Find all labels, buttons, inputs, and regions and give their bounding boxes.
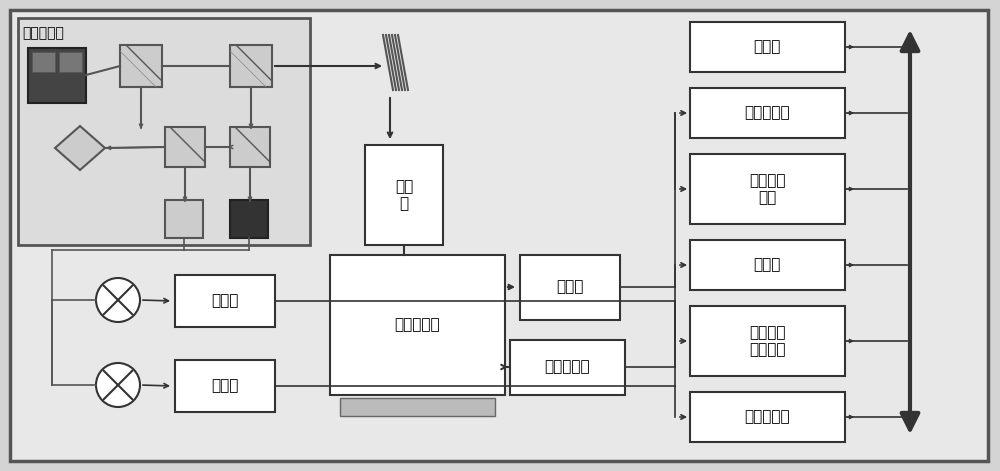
Circle shape [96,363,140,407]
Text: 功率放大器: 功率放大器 [544,359,590,374]
Bar [175,360,275,412]
Text: 放大器: 放大器 [556,279,584,294]
Bar [510,340,625,395]
Text: 质量
块: 质量 块 [395,179,413,211]
Bar [520,255,620,320]
Text: 激光干涉仪: 激光干涉仪 [22,26,64,40]
Bar [165,200,203,238]
Text: 高速数据
采集系统: 高速数据 采集系统 [749,325,785,357]
Bar [330,255,505,395]
Text: 信号发生器: 信号发生器 [744,409,790,424]
Bar [230,45,272,87]
Bar [365,145,443,245]
Bar [32,52,55,72]
Bar [690,306,845,376]
Text: 滤波器: 滤波器 [211,293,239,309]
Bar [59,52,82,72]
Polygon shape [55,126,105,170]
Bar [120,45,162,87]
Text: 数据采集
系统: 数据采集 系统 [749,173,785,205]
Bar [230,127,270,167]
Bar [690,240,845,290]
Bar [28,48,86,103]
Text: 振动台台体: 振动台台体 [394,317,440,333]
Circle shape [96,278,140,322]
Bar [165,127,205,167]
Bar [690,88,845,138]
Text: 计算机: 计算机 [753,40,781,55]
Bar [175,275,275,327]
Bar [340,398,495,416]
Text: 滤波器: 滤波器 [211,379,239,393]
Text: 控制器: 控制器 [753,258,781,273]
Bar [18,18,310,245]
Bar [230,200,268,238]
Bar [690,392,845,442]
Text: 数字电压表: 数字电压表 [744,106,790,121]
Bar [690,22,845,72]
Bar [690,154,845,224]
